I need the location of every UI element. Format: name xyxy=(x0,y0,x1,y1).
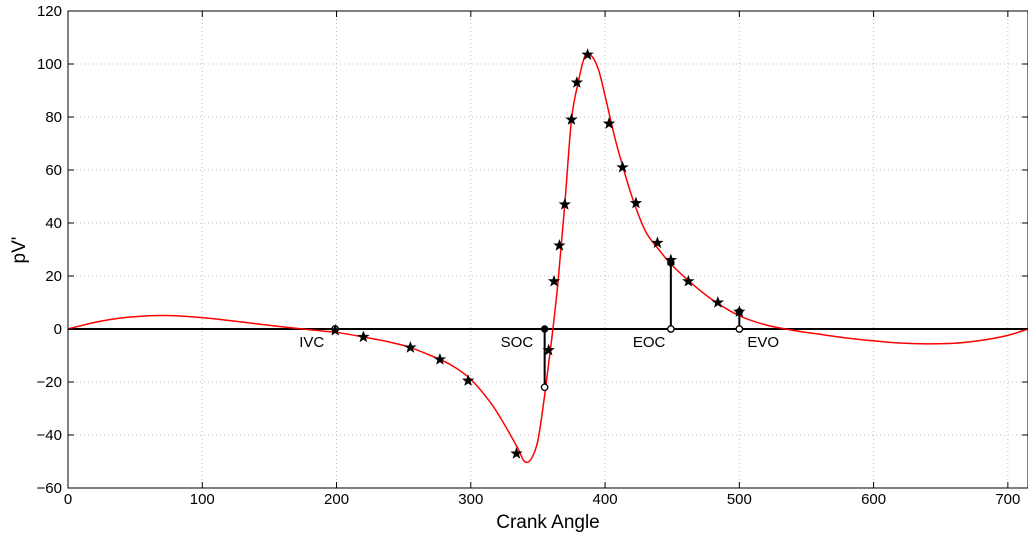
y-tick-label: −60 xyxy=(37,480,62,497)
x-tick-label: 300 xyxy=(458,491,483,508)
star-marker xyxy=(329,323,342,336)
y-tick-label: 40 xyxy=(45,215,62,232)
star-marker xyxy=(581,48,594,60)
star-markers xyxy=(329,48,746,459)
y-tick-label: −40 xyxy=(37,427,62,444)
y-tick-label: 20 xyxy=(45,268,62,285)
event-dot-bottom xyxy=(667,325,675,333)
x-tick-label: 700 xyxy=(995,491,1020,508)
star-marker xyxy=(565,113,578,125)
star-marker xyxy=(651,236,664,249)
x-tick-label: 400 xyxy=(593,491,618,508)
x-tick-label: 600 xyxy=(861,491,886,508)
event-dot-top xyxy=(540,325,549,333)
star-marker xyxy=(733,305,746,318)
y-tick-label: 120 xyxy=(37,3,62,20)
event-dot-bottom xyxy=(540,383,549,392)
y-tick-label: −20 xyxy=(37,374,62,391)
x-axis-title: Crank Angle xyxy=(496,512,600,533)
event-label: EOC xyxy=(633,334,666,351)
event-dot-bottom xyxy=(735,325,744,333)
star-marker xyxy=(542,343,555,356)
event-label: IVC xyxy=(299,334,324,351)
x-tick-label: 500 xyxy=(727,491,752,508)
star-marker xyxy=(711,296,725,308)
pv-curve xyxy=(67,52,1028,464)
y-tick-label: 60 xyxy=(45,162,62,179)
x-tick-label: 100 xyxy=(190,491,215,508)
axis-ticks: 0 100 200 300 400 500 600 700 −60 −40 −20 0 20 40 60 80… xyxy=(37,3,1028,508)
star-marker xyxy=(547,274,561,287)
star-marker xyxy=(629,196,643,209)
star-marker xyxy=(433,353,447,365)
star-marker xyxy=(510,447,523,459)
y-tick-label: 100 xyxy=(37,56,62,73)
star-marker xyxy=(602,117,616,129)
plot-background xyxy=(68,11,1028,488)
x-tick-label: 0 xyxy=(64,491,72,508)
pv-curve-line xyxy=(67,52,1028,464)
plot-frame xyxy=(67,10,1028,489)
y-tick-label: 0 xyxy=(54,321,62,338)
star-marker xyxy=(404,341,417,353)
event-label: EVO xyxy=(747,334,779,351)
y-axis-title: pV' xyxy=(9,237,30,264)
star-marker xyxy=(570,76,584,88)
event-label: SOC xyxy=(501,334,534,351)
star-marker xyxy=(682,274,695,287)
star-marker xyxy=(461,374,475,386)
y-tick-label: 80 xyxy=(45,109,62,126)
star-marker xyxy=(357,330,370,343)
star-marker xyxy=(616,160,629,173)
star-marker xyxy=(553,239,566,251)
star-marker xyxy=(664,253,678,266)
star-marker xyxy=(558,197,571,210)
x-tick-label: 200 xyxy=(324,491,349,508)
